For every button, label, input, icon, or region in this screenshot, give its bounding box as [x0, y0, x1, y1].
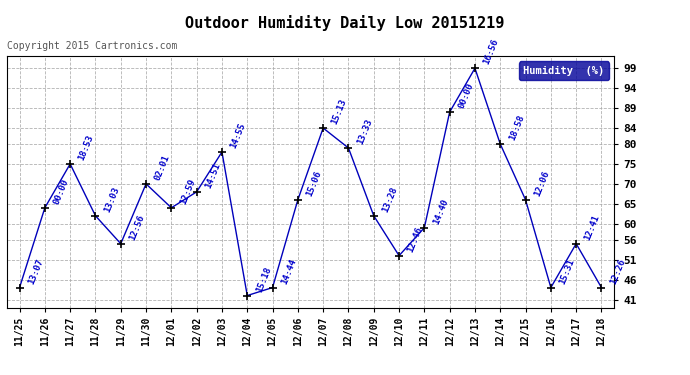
Text: 02:01: 02:01	[153, 153, 171, 182]
Text: 12:06: 12:06	[533, 170, 551, 198]
Text: 14:40: 14:40	[431, 197, 450, 226]
Text: 12:46: 12:46	[406, 225, 424, 254]
Text: 13:03: 13:03	[102, 185, 121, 214]
Text: 00:00: 00:00	[457, 82, 475, 110]
Text: 12:59: 12:59	[178, 177, 197, 206]
Text: 18:58: 18:58	[507, 114, 526, 142]
Text: 12:56: 12:56	[128, 213, 146, 242]
Text: 16:56: 16:56	[482, 38, 500, 66]
Text: Outdoor Humidity Daily Low 20151219: Outdoor Humidity Daily Low 20151219	[186, 15, 504, 31]
Text: 14:44: 14:44	[279, 257, 298, 285]
Text: 12:26: 12:26	[609, 257, 627, 285]
Text: 13:33: 13:33	[355, 117, 374, 146]
Text: Copyright 2015 Cartronics.com: Copyright 2015 Cartronics.com	[7, 41, 177, 51]
Text: 00:00: 00:00	[52, 177, 70, 206]
Text: 14:51: 14:51	[204, 161, 222, 190]
Text: 13:07: 13:07	[26, 257, 45, 285]
Text: 14:55: 14:55	[229, 122, 247, 150]
Text: 18:53: 18:53	[77, 134, 95, 162]
Text: 12:41: 12:41	[583, 213, 602, 242]
Text: 15:31: 15:31	[558, 257, 576, 285]
Text: 15:06: 15:06	[305, 170, 323, 198]
Legend: Humidity  (%): Humidity (%)	[520, 62, 609, 80]
Text: 13:28: 13:28	[381, 185, 399, 214]
Text: 15:13: 15:13	[330, 98, 348, 126]
Text: 15:18: 15:18	[254, 265, 273, 293]
